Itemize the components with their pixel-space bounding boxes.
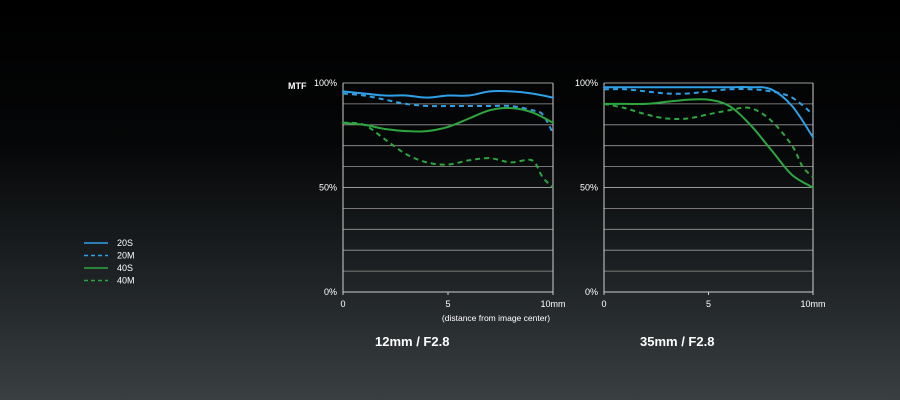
y-tick-label: 50% (580, 183, 598, 193)
chart-35mm: 0% 50% 100% 0 5 10mm 35mm / F2.8 (575, 78, 826, 349)
legend-label: 20S (117, 238, 133, 248)
x-tick-label: 5 (445, 299, 450, 309)
series-line-20m (603, 88, 814, 116)
grid (603, 82, 814, 293)
chart-title: 35mm / F2.8 (640, 334, 714, 349)
y-tick-label: 0% (585, 287, 598, 297)
y-tick-label: 100% (314, 78, 337, 88)
legend-item: 40M (84, 276, 135, 286)
series-line-20s (603, 86, 814, 139)
legend-label: 40S (117, 263, 133, 273)
chart-12mm: 0% 50% 100% 0 5 10mm 12mm / F2.8 (314, 78, 566, 349)
series-line-40m (342, 121, 554, 189)
series-line-20s (342, 89, 554, 99)
x-tick-label: 10mm (540, 299, 565, 309)
y-tick-label: 100% (575, 78, 598, 88)
legend-label: 40M (117, 276, 135, 286)
x-axis-note: (distance from image center) (442, 313, 550, 323)
y-tick-label: 50% (319, 183, 337, 193)
chart-title: 12mm / F2.8 (375, 334, 449, 349)
x-tick-label: 0 (601, 299, 606, 309)
series-line-40s (603, 98, 814, 189)
grid (342, 82, 554, 293)
x-tick-label: 5 (706, 299, 711, 309)
mtf-axis-label: MTF (288, 81, 307, 91)
legend: 20S 20M 40S 40M (84, 238, 135, 286)
series-line-20m (342, 92, 554, 134)
series-line-40s (342, 107, 554, 133)
legend-label: 20M (117, 251, 135, 261)
x-tick-label: 10mm (800, 299, 825, 309)
legend-item: 40S (84, 263, 133, 273)
legend-item: 20M (84, 251, 135, 261)
legend-item: 20S (84, 238, 133, 248)
series-line-40m (603, 102, 814, 178)
x-tick-label: 0 (340, 299, 345, 309)
y-tick-label: 0% (324, 287, 337, 297)
